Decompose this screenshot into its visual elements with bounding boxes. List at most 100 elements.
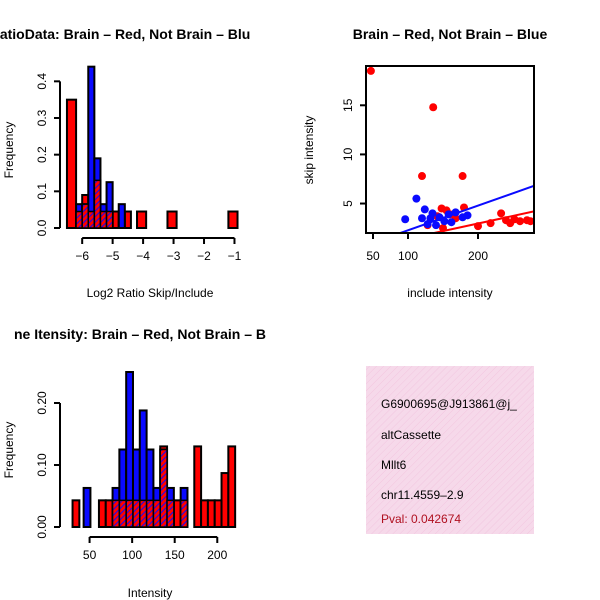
ratio-histogram-bar-brain	[166, 210, 178, 229]
info-box-background	[366, 366, 534, 534]
ratio-histogram-bar-brain	[65, 98, 78, 229]
genomic-location: chr11.4559–2.9	[381, 488, 464, 502]
ratio-histogram-x-tick-label: −2	[197, 249, 211, 263]
event-id: G6900695@J913861@j_	[381, 397, 517, 411]
scatter-point-brain	[516, 217, 524, 226]
ratio-histogram-y-tick-label: 0.1	[35, 183, 49, 200]
scatter-point-not-brain	[440, 217, 449, 226]
ratio-histogram-bar-overlap	[81, 203, 90, 229]
scatter-x-tick-label: 50	[366, 249, 380, 263]
event-type: altCassette	[381, 428, 441, 442]
intensity-histogram-axes: 50 100 150 200 0.00 0.10 0.20	[35, 391, 228, 562]
ratio-histogram-bar-overlap	[75, 210, 83, 229]
intensity-histogram-bar-brain	[104, 499, 114, 528]
ratio-histogram-bar-overlap	[93, 179, 102, 229]
scatter-marks	[366, 66, 534, 233]
intensity-histogram-bar-not-brain	[82, 486, 92, 529]
gene-name: Mllt6	[381, 458, 407, 472]
intensity-histogram-bar-brain	[97, 499, 107, 528]
scatter-x-tick-label: 100	[398, 249, 418, 263]
ratio-histogram-y-tick-label: 0.0	[35, 219, 49, 236]
scatter-x-tick-label: 200	[468, 249, 488, 263]
ratio-histogram-bar-not-brain	[117, 203, 126, 230]
intensity-histogram-bar-brain	[193, 445, 203, 528]
intensity-histogram-bar-overlap	[152, 499, 161, 528]
intensity-histogram-ylabel: Frequency	[2, 422, 16, 479]
intensity-histogram-bar-overlap	[111, 499, 121, 528]
scatter-y-tick-label: 10	[341, 147, 355, 161]
intensity-histogram-bar-brain	[206, 499, 216, 528]
ratio-histogram-bar-brain	[136, 210, 148, 229]
ratio-histogram-x-tick-label: −3	[167, 249, 181, 263]
scatter-point-not-brain	[432, 221, 440, 230]
scatter-y-tick-label: 5	[341, 200, 355, 207]
scatter-point-brain	[458, 172, 467, 181]
intensity-histogram-bar-brain	[220, 472, 230, 528]
intensity-histogram-bar-overlap	[132, 499, 141, 528]
intensity-histogram-bar-brain	[172, 499, 182, 528]
ratio-histogram-x-tick-label: −5	[106, 249, 120, 263]
scatter-point-not-brain	[463, 211, 472, 220]
ratio-histogram-x-tick-label: −4	[136, 249, 150, 263]
intensity-histogram-xlabel: Intensity	[128, 586, 173, 600]
scatter-point-not-brain	[451, 208, 460, 217]
intensity-histogram-title: ne Itensity: Brain – Red, Not Brain – B	[14, 326, 266, 342]
intensity-histogram-bar-brain	[213, 499, 223, 528]
ratio-histogram-bar-overlap	[87, 210, 96, 229]
scatter-point-brain	[474, 222, 482, 231]
intensity-histogram-bar-brain	[71, 499, 81, 528]
scatter-fit-line-not-brain	[397, 184, 534, 233]
ratio-histogram-x-tick-label: −1	[228, 249, 242, 263]
scatter-xlabel: include intensity	[407, 286, 492, 300]
ratio-histogram-panel: RatioData: Brain – Red, Not Brain – Blu …	[0, 26, 250, 300]
ratio-histogram-bars	[65, 65, 239, 230]
ratio-histogram-xlabel: Log2 Ratio Skip/Include	[87, 286, 214, 300]
intensity-histogram-bar-overlap	[125, 499, 134, 528]
scatter-point-brain	[439, 224, 447, 233]
scatter-axes: 50 100 200 5 10 15	[341, 65, 535, 263]
intensity-histogram-panel: ne Itensity: Brain – Red, Not Brain – B …	[2, 326, 266, 600]
scatter-point-not-brain	[420, 205, 429, 214]
intensity-histogram-bar-overlap	[139, 499, 148, 528]
ratio-histogram-axes: −6 −5 −4 −3 −2 −1 0.0 0.1 0.2 0.3 0.4	[35, 73, 242, 263]
scatter-point-brain	[526, 217, 534, 226]
ratio-histogram-ylabel: Frequency	[2, 122, 16, 179]
intensity-histogram-x-tick-label: 50	[83, 548, 97, 562]
intensity-histogram-bar-brain	[200, 499, 209, 528]
scatter-ylabel: skip intensity	[302, 116, 316, 185]
intensity-histogram-x-tick-label: 150	[165, 548, 185, 562]
scatter-point-brain	[497, 209, 506, 218]
scatter-point-not-brain	[447, 218, 456, 227]
event-info-panel: G6900695@J913861@j_ altCassette Mllt6 ch…	[366, 366, 534, 534]
ratio-histogram-y-tick-label: 0.3	[35, 109, 49, 126]
scatter-frame	[365, 65, 535, 234]
intensity-histogram-bar-overlap	[159, 448, 168, 528]
ratio-histogram-y-tick-label: 0.2	[35, 146, 49, 163]
ratio-histogram-bar-overlap	[99, 210, 108, 229]
intensity-histogram-bar-brain	[227, 445, 237, 528]
scatter-point-brain	[429, 103, 438, 112]
ratio-histogram-x-tick-label: −6	[75, 249, 89, 263]
scatter-point-brain	[418, 172, 426, 181]
scatter-point-not-brain	[401, 215, 410, 224]
scatter-point-not-brain	[428, 209, 437, 218]
scatter-point-not-brain	[418, 214, 426, 223]
intensity-histogram-bar-overlap	[179, 499, 189, 528]
intensity-histogram-y-tick-label: 0.10	[35, 453, 49, 477]
intensity-histogram-x-tick-label: 100	[122, 548, 142, 562]
ratio-histogram-bar-overlap	[105, 210, 114, 229]
scatter-point-brain	[486, 219, 495, 228]
scatter-plot-area	[366, 66, 534, 233]
intensity-histogram-bar-overlap	[118, 499, 127, 528]
scatter-point-not-brain	[444, 210, 453, 219]
scatter-point-not-brain	[412, 194, 421, 203]
intensity-histogram-x-tick-label: 200	[207, 548, 227, 562]
intensity-histogram-y-tick-label: 0.00	[35, 515, 49, 539]
intensity-scatter-panel: Brain – Red, Not Brain – Blue include in…	[302, 26, 547, 300]
intensity-histogram-bar-overlap	[145, 499, 155, 528]
ratio-histogram-y-tick-label: 0.4	[35, 73, 49, 90]
intensity-histogram-bars	[71, 371, 237, 529]
scatter-title: Brain – Red, Not Brain – Blue	[353, 26, 548, 42]
intensity-histogram-bar-overlap	[166, 499, 175, 528]
